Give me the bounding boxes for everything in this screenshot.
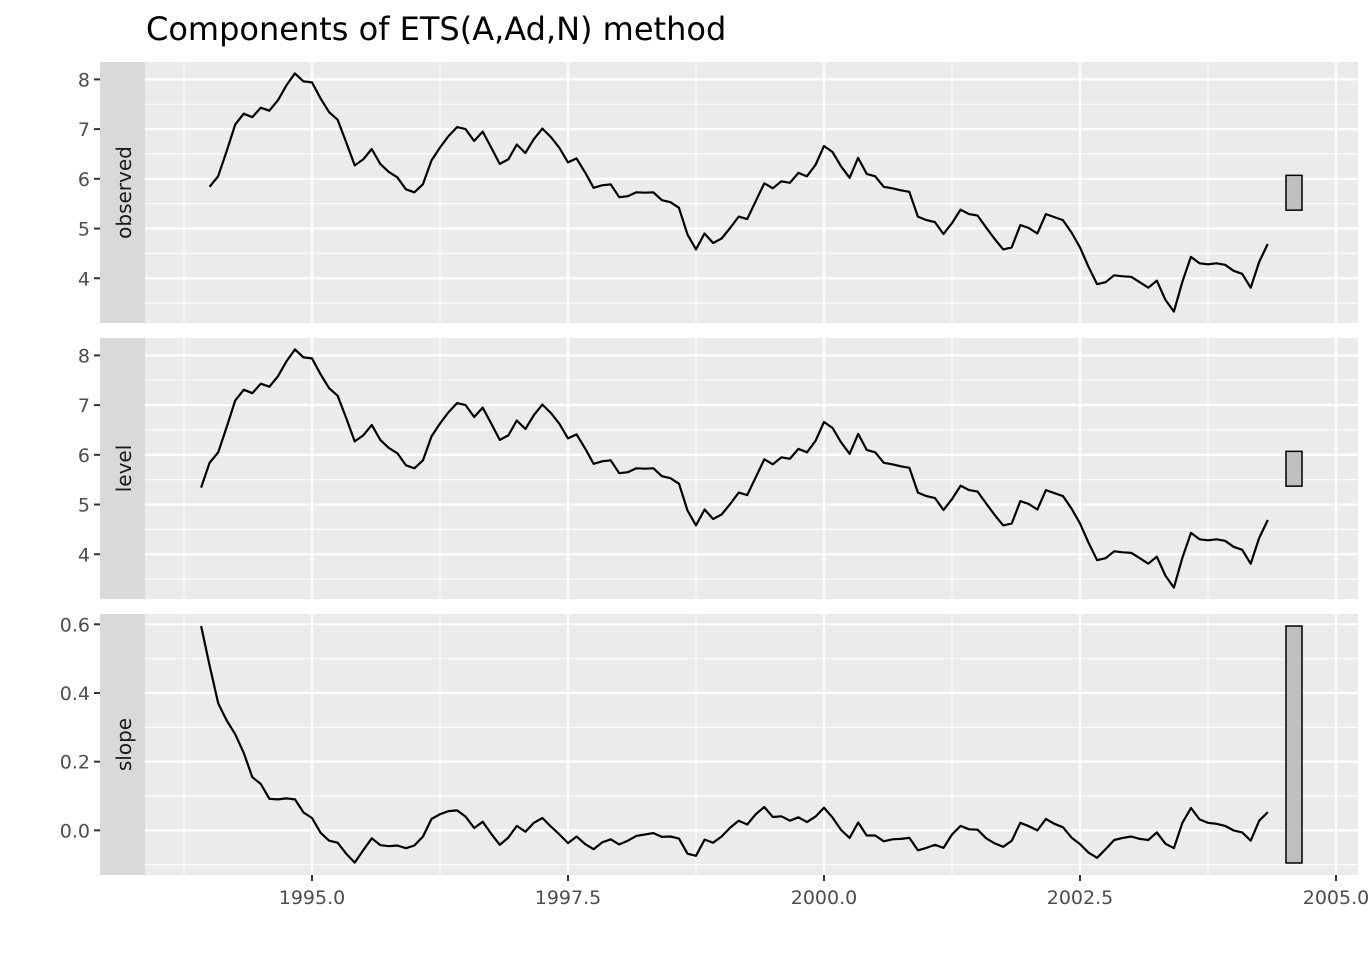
- y-tick-label: 4: [78, 268, 90, 290]
- facet-label-observed: observed: [112, 146, 136, 239]
- y-tick-label: 8: [78, 345, 90, 367]
- scale-bar: [1285, 450, 1303, 487]
- series-line-level: [200, 348, 1269, 589]
- panel-background: [100, 338, 1358, 599]
- y-tick-label: 7: [78, 395, 90, 417]
- y-tick-label: 0.0: [60, 820, 90, 842]
- y-tick-label: 7: [78, 119, 90, 141]
- scale-bar: [1285, 625, 1303, 864]
- panel-observed: 4 5 6 7 8 observed: [78, 62, 1358, 323]
- facet-strip: [100, 62, 145, 323]
- x-tick-label: 1997.5: [535, 887, 601, 909]
- chart-title: Components of ETS(A,Ad,N) method: [146, 10, 726, 48]
- facet-strip: [100, 338, 145, 599]
- y-tick-label: 6: [78, 445, 90, 467]
- y-tick-label: 5: [78, 219, 90, 241]
- x-tick-label: 2005.0: [1303, 887, 1369, 909]
- facet-label-level: level: [112, 445, 136, 493]
- y-tick-label: 0.4: [60, 683, 90, 705]
- facet-panels: 4 5 6 7 8 observed 4 5 6 7 8 level 0.0 0.2 0.4 0.6 slope: [60, 62, 1358, 875]
- y-tick-label: 0.2: [60, 752, 90, 774]
- panel-background: [100, 62, 1358, 323]
- x-tick-label: 1995.0: [279, 887, 345, 909]
- series-line-slope: [200, 625, 1269, 864]
- y-tick-label: 6: [78, 169, 90, 191]
- panel-slope: 0.0 0.2 0.4 0.6 slope: [60, 614, 1358, 875]
- panel-level: 4 5 6 7 8 level: [78, 338, 1358, 599]
- facet-label-slope: slope: [112, 718, 136, 771]
- x-tick-label: 2000.0: [791, 887, 857, 909]
- panel-background: [100, 614, 1358, 875]
- y-tick-label: 8: [78, 69, 90, 91]
- series-line-observed: [208, 72, 1269, 313]
- y-tick-label: 4: [78, 544, 90, 566]
- facet-strip: [100, 614, 145, 875]
- y-tick-label: 0.6: [60, 614, 90, 636]
- x-axis: 1995.0 1997.5 2000.0 2002.5 2005.0: [279, 875, 1369, 909]
- y-tick-label: 5: [78, 495, 90, 517]
- x-tick-label: 2002.5: [1047, 887, 1113, 909]
- scale-bar: [1285, 174, 1303, 211]
